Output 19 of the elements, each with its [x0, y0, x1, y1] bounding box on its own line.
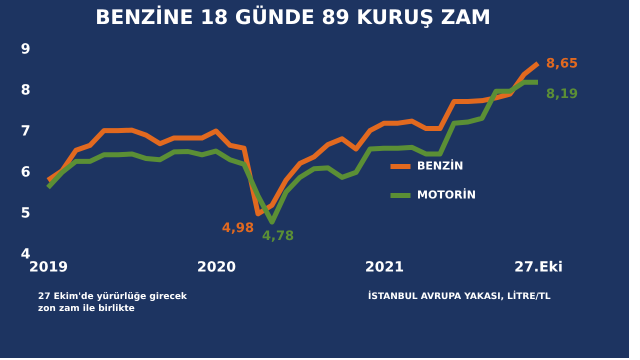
y-tick-label: 4 — [20, 246, 31, 262]
y-tick-label: 9 — [20, 42, 30, 58]
legend-label: BENZİN — [417, 158, 464, 172]
data-label: 8,19 — [546, 87, 578, 102]
y-tick-label: 7 — [20, 124, 30, 140]
x-tick-label: 27.Eki — [514, 260, 563, 276]
data-label: 4,98 — [222, 220, 254, 236]
y-tick-label: 8 — [20, 82, 30, 98]
x-tick-label: 2020 — [197, 260, 236, 276]
x-tick-label: 2021 — [365, 260, 404, 276]
legend-label: MOTORİN — [417, 188, 476, 202]
text: İSTANBUL AVRUPA YAKASI, LİTRE/TL — [368, 290, 551, 302]
y-tick-label: 5 — [20, 206, 30, 222]
data-label: 4,78 — [262, 229, 294, 244]
text: 27 Ekim'de yürürlüğe girecek zon zam ile birlikte — [38, 291, 188, 314]
y-tick-label: 6 — [20, 164, 30, 180]
data-label: 8,65 — [546, 56, 578, 72]
x-tick-label: 2019 — [29, 260, 68, 276]
chart-title: BENZİNE 18 GÜNDE 89 KURUŞ ZAM — [95, 5, 491, 29]
